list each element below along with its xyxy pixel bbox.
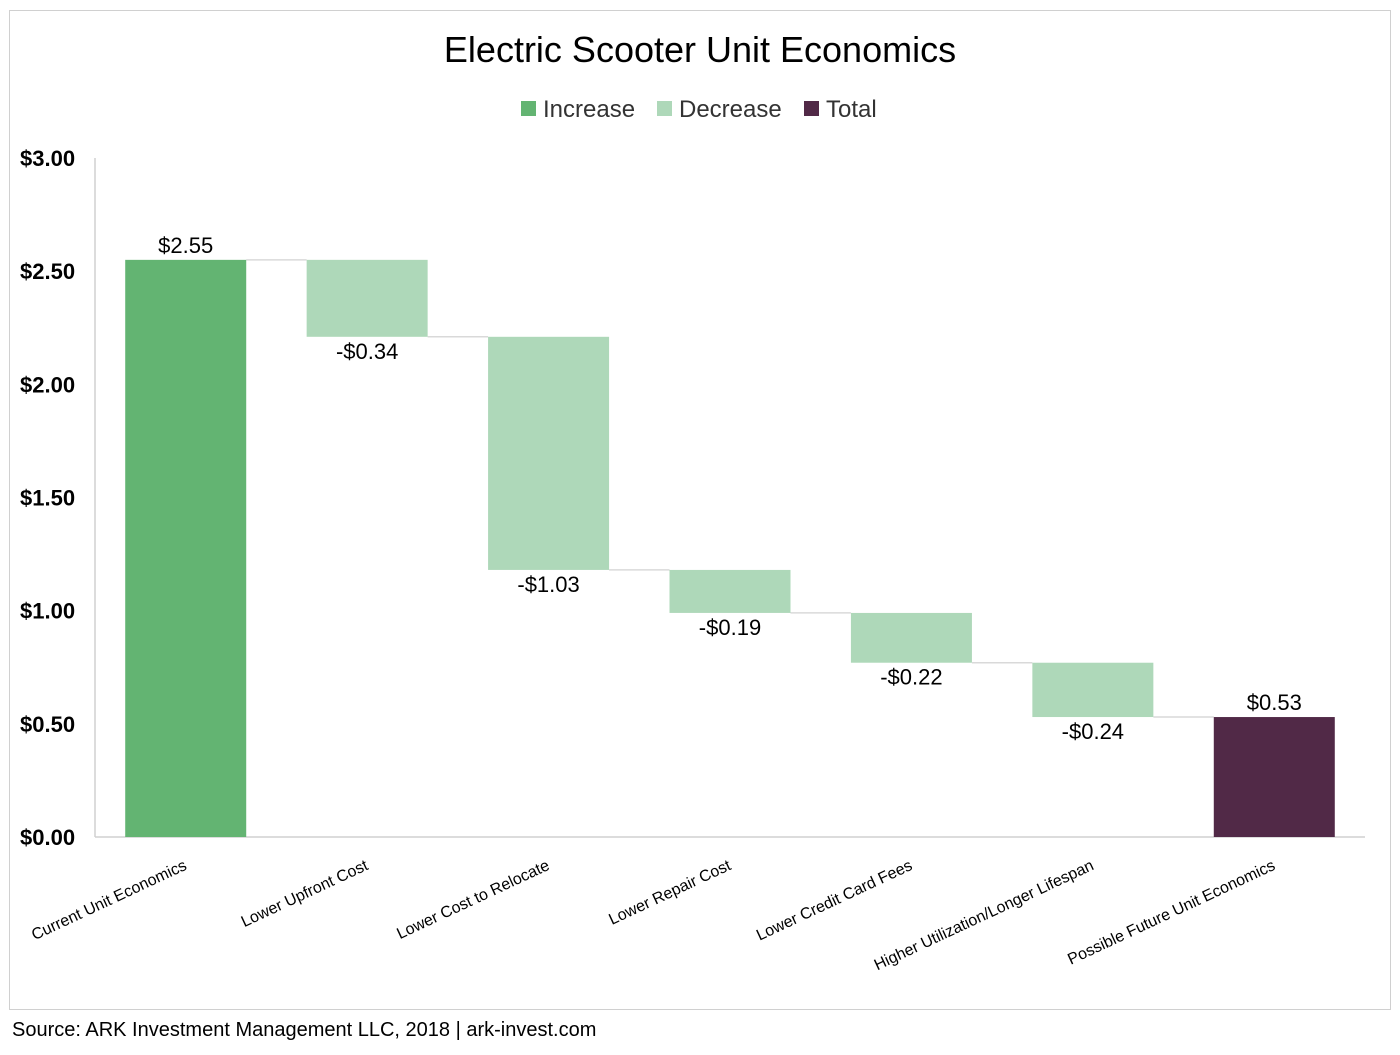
y-tick-label: $0.00 xyxy=(20,825,75,850)
bars xyxy=(125,259,1335,838)
source-note: Source: ARK Investment Management LLC, 2… xyxy=(12,1019,597,1041)
legend-swatch xyxy=(521,101,536,116)
data-label-5: -$0.22 xyxy=(880,665,942,690)
x-tick-label-5: Lower Credit Card Fees xyxy=(754,857,915,944)
legend-item-increase: Increase xyxy=(521,96,635,123)
x-tick-label-2: Lower Upfront Cost xyxy=(239,857,372,931)
legend-swatch xyxy=(657,101,672,116)
axes: $0.00 $0.50 $1.00 $1.50 $2.00 $2.50 $3.00 xyxy=(20,146,1365,850)
data-label-2: -$0.34 xyxy=(336,339,398,364)
x-tick-label-3: Lower Cost to Relocate xyxy=(394,857,552,943)
legend-label: Decrease xyxy=(679,96,782,123)
y-tick-label: $1.50 xyxy=(20,486,75,511)
legend-swatch xyxy=(804,101,819,116)
x-tick-label-1: Current Unit Economics xyxy=(29,857,189,944)
y-tick-label: $0.50 xyxy=(20,712,75,737)
connectors xyxy=(246,259,1214,718)
bar-3 xyxy=(488,336,610,570)
bar-1 xyxy=(125,259,247,838)
legend: Increase Decrease Total xyxy=(521,96,877,123)
legend-item-decrease: Decrease xyxy=(657,96,782,123)
chart-title: Electric Scooter Unit Economics xyxy=(444,29,956,70)
data-label-6: -$0.24 xyxy=(1062,719,1124,744)
y-tick-label: $3.00 xyxy=(20,146,75,171)
bar-2 xyxy=(306,259,428,337)
x-tick-label-7: Possible Future Unit Economics xyxy=(1065,857,1278,968)
data-label-3: -$1.03 xyxy=(517,572,579,597)
y-tick-label: $2.00 xyxy=(20,372,75,397)
legend-label: Total xyxy=(826,96,877,123)
data-label-4: -$0.19 xyxy=(699,615,761,640)
x-tick-label-4: Lower Repair Cost xyxy=(606,857,734,929)
waterfall-chart: Electric Scooter Unit Economics Increase… xyxy=(20,29,1365,974)
data-labels: $2.55 -$0.34 -$1.03 -$0.19 -$0.22 -$0.24 $0.53 xyxy=(158,233,1302,744)
bar-6 xyxy=(1032,662,1154,718)
bar-7 xyxy=(1213,717,1335,837)
x-axis-labels: Current Unit Economics Lower Upfront Cost… xyxy=(29,857,1278,974)
bar-4 xyxy=(669,569,791,613)
bar-5 xyxy=(850,612,972,663)
data-label-7: $0.53 xyxy=(1247,690,1302,715)
y-tick-label: $2.50 xyxy=(20,259,75,284)
y-tick-label: $1.00 xyxy=(20,599,75,624)
data-label-1: $2.55 xyxy=(158,233,213,258)
legend-label: Increase xyxy=(543,96,635,123)
legend-item-total: Total xyxy=(804,96,877,123)
